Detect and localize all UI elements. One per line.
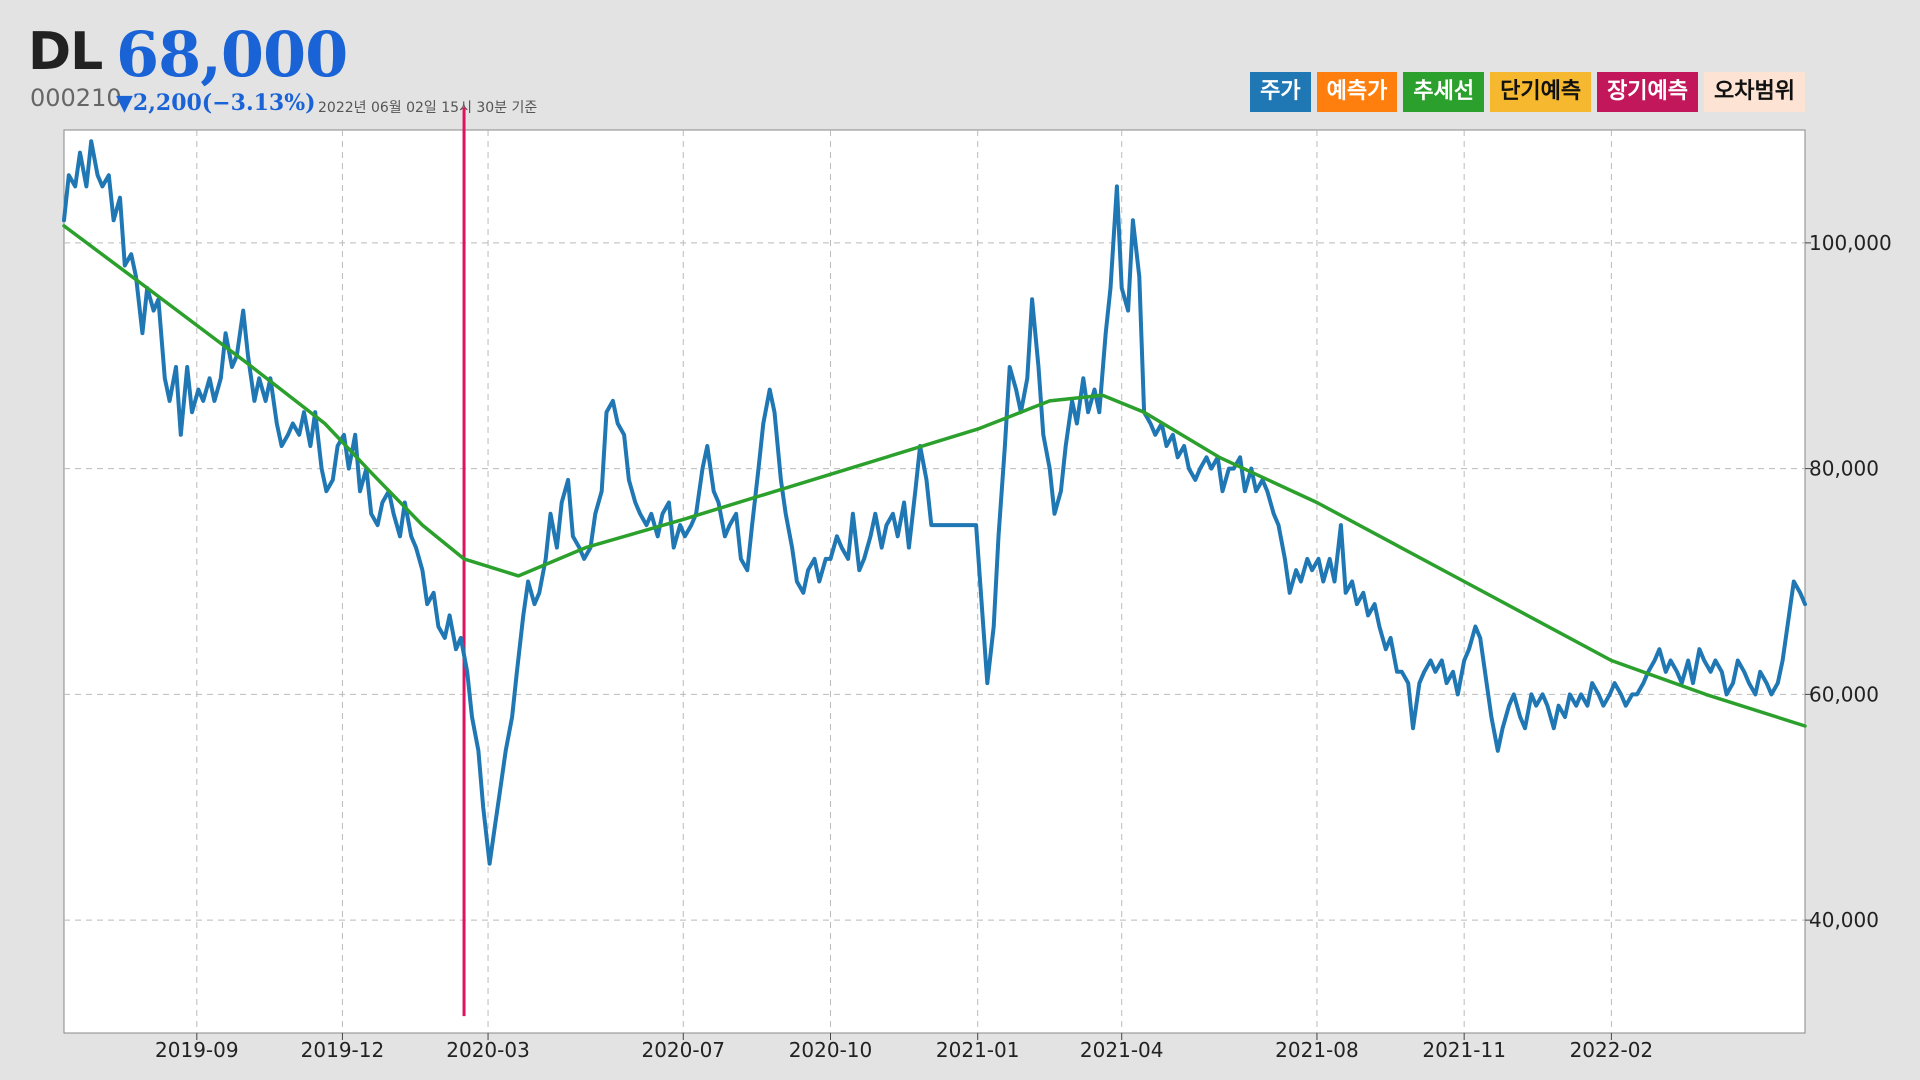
x-tick-label: 2020-10 (789, 1038, 873, 1062)
x-tick-label: 2021-11 (1422, 1038, 1506, 1062)
y-tick-label: 80,000 (1809, 457, 1879, 481)
x-tick-label: 2019-09 (155, 1038, 239, 1062)
legend-item-0[interactable]: 주가 (1250, 72, 1311, 112)
x-tick-label: 2021-08 (1275, 1038, 1359, 1062)
stock-name: DL (28, 22, 103, 82)
chart-legend: 주가 예측가 추세선 단기예측 장기예측 오차범위 (1250, 72, 1805, 112)
x-tick-label: 2020-03 (446, 1038, 530, 1062)
legend-item-3[interactable]: 단기예측 (1490, 72, 1592, 112)
legend-item-4[interactable]: 장기예측 (1597, 72, 1699, 112)
legend-item-1[interactable]: 예측가 (1316, 72, 1398, 112)
stock-code: 000210 (30, 84, 122, 112)
legend-item-2[interactable]: 추세선 (1403, 72, 1485, 112)
x-tick-label: 2020-07 (641, 1038, 725, 1062)
y-tick-label: 100,000 (1809, 231, 1892, 255)
stock-header: DL 68,000 000210 ▼2,200(−3.13%) 2022년 06… (0, 0, 1920, 130)
x-tick-label: 2019-12 (301, 1038, 385, 1062)
x-tick-label: 2021-01 (936, 1038, 1020, 1062)
x-tick-label: 2022-02 (1570, 1038, 1654, 1062)
y-tick-label: 40,000 (1809, 908, 1879, 932)
plot-area (63, 129, 1806, 1034)
price-change: ▼2,200(−3.13%) (116, 90, 316, 116)
y-tick-label: 60,000 (1809, 682, 1879, 706)
x-tick-label: 2021-04 (1080, 1038, 1164, 1062)
legend-item-5[interactable]: 오차범위 (1704, 72, 1805, 112)
as-of-timestamp: 2022년 06월 02일 15시 30분 기준 (318, 100, 538, 116)
trend-series-line (62, 224, 1807, 728)
stock-price: 68,000 (116, 18, 348, 91)
